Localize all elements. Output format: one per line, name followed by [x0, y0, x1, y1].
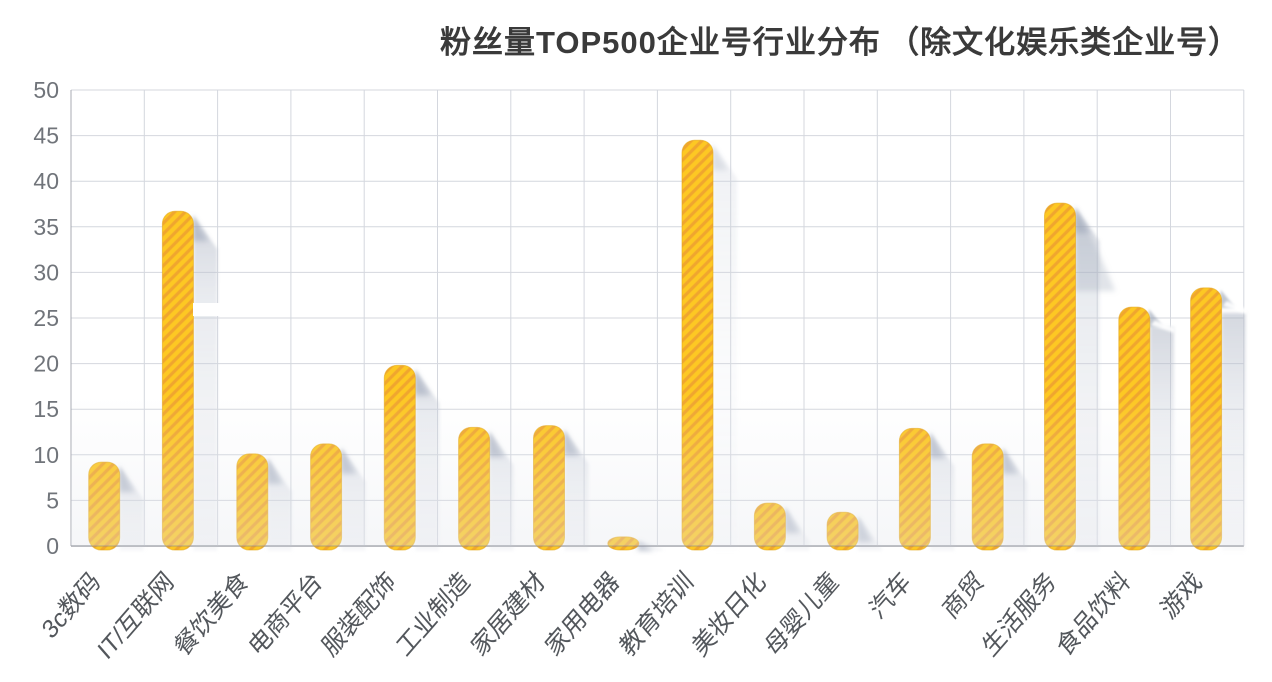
- svg-text:3c数码: 3c数码: [37, 566, 105, 644]
- svg-text:5: 5: [46, 487, 59, 513]
- svg-text:工业制造: 工业制造: [392, 566, 476, 662]
- svg-text:家居建材: 家居建材: [467, 566, 550, 662]
- svg-text:45: 45: [33, 123, 59, 149]
- svg-text:教育培训: 教育培训: [615, 566, 698, 662]
- svg-text:家用电器: 家用电器: [541, 566, 625, 662]
- svg-text:生活服务: 生活服务: [978, 566, 1061, 662]
- svg-text:食品饮料: 食品饮料: [1052, 566, 1135, 662]
- svg-text:25: 25: [33, 305, 59, 331]
- svg-text:0: 0: [46, 533, 59, 559]
- svg-text:40: 40: [33, 168, 59, 194]
- svg-text:10: 10: [33, 442, 59, 468]
- svg-text:汽车: 汽车: [865, 566, 916, 625]
- svg-text:母婴儿童: 母婴儿童: [760, 566, 843, 662]
- svg-text:15: 15: [33, 396, 59, 422]
- svg-text:商贸: 商贸: [938, 566, 989, 625]
- svg-text:游戏: 游戏: [1156, 566, 1207, 625]
- svg-text:IT/互联网: IT/互联网: [93, 567, 178, 665]
- svg-text:50: 50: [33, 77, 59, 103]
- svg-text:美妆日化: 美妆日化: [687, 566, 770, 662]
- svg-text:服装配饰: 服装配饰: [317, 566, 400, 662]
- svg-text:电商平台: 电商平台: [244, 566, 327, 662]
- svg-text:30: 30: [33, 259, 59, 285]
- svg-text:餐饮美食: 餐饮美食: [170, 566, 254, 662]
- svg-text:35: 35: [33, 214, 59, 240]
- svg-text:20: 20: [33, 351, 59, 377]
